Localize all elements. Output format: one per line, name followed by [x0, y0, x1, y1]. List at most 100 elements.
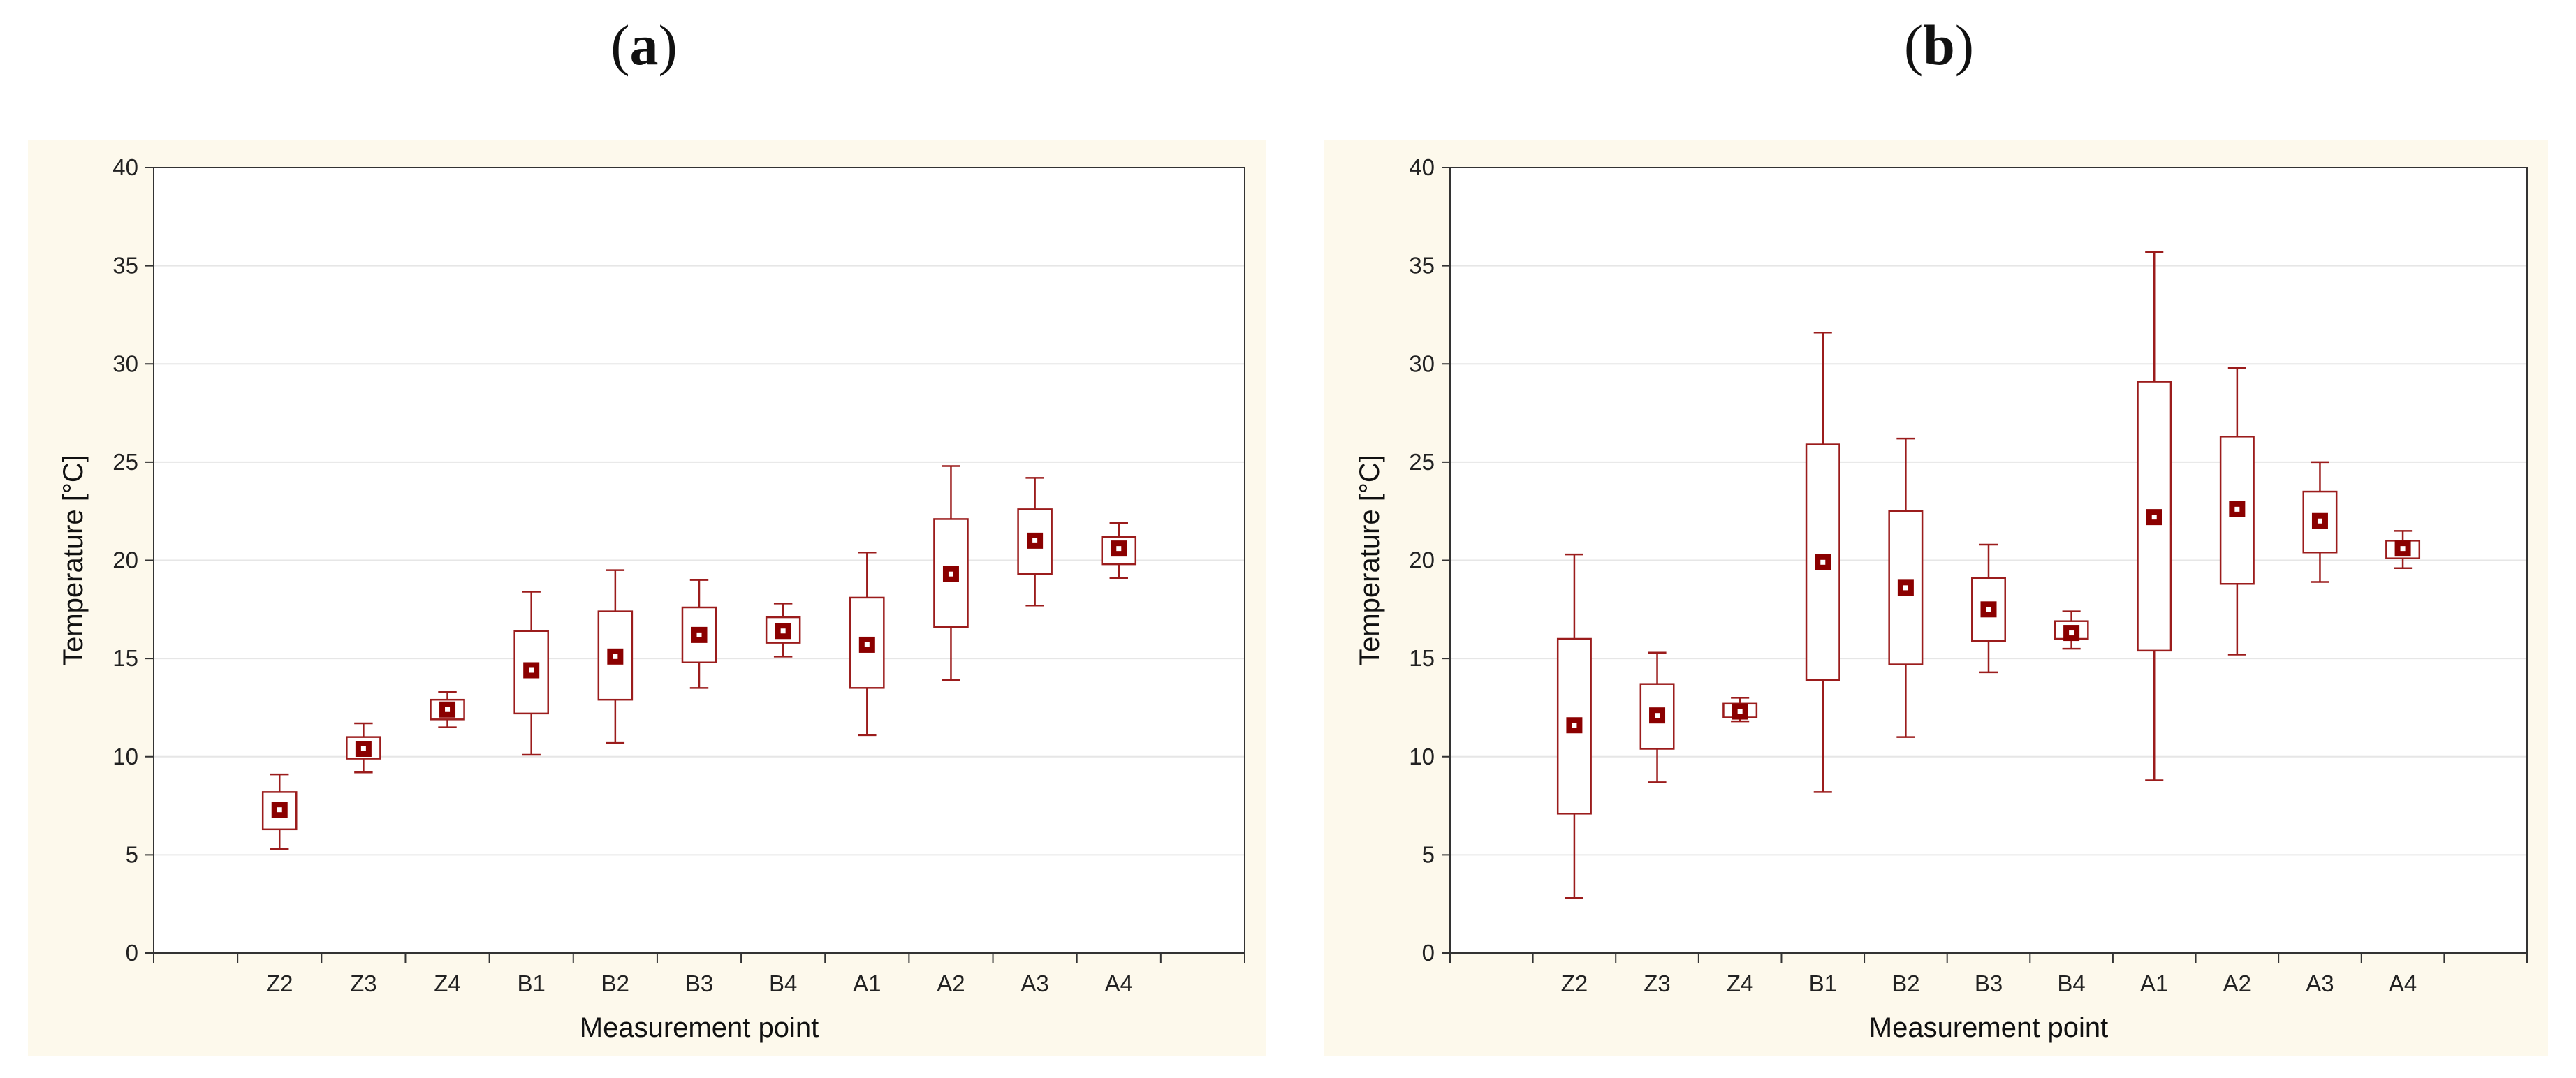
- chart-a-x-tick-label-a1: A1: [853, 970, 881, 996]
- chart-b-box-z3: [1639, 651, 1675, 783]
- chart-a-box-z4: [430, 691, 465, 728]
- median-marker-center: [948, 571, 953, 577]
- chart-a-x-tick-label-z4: Z4: [434, 970, 461, 996]
- chart-a-box-a2: [933, 465, 969, 681]
- chart-b-x-tick-label-b2: B2: [1891, 970, 1919, 996]
- panel-a-open: (: [610, 13, 630, 77]
- median-marker-center: [529, 667, 534, 673]
- chart-b-y-tick-label: 30: [1409, 350, 1435, 376]
- chart-a-y-tick-label: 30: [112, 350, 138, 376]
- chart-b-y-tick-label: 5: [1422, 841, 1435, 867]
- chart-a-y-axis-label: Temperature [°C]: [58, 455, 89, 666]
- chart-a-box-b1: [513, 591, 549, 756]
- chart-a-y-tick-label: 15: [112, 645, 138, 671]
- panel-b-letter: b: [1923, 13, 1955, 77]
- panel-b-open: (: [1903, 13, 1924, 77]
- chart-a-x-tick-label-b3: B3: [685, 970, 713, 996]
- median-marker-center: [1737, 709, 1743, 714]
- chart-a-box-a4: [1101, 522, 1137, 579]
- chart-b-x-axis-label: Measurement point: [1869, 1012, 2108, 1043]
- median-marker-center: [2151, 515, 2157, 520]
- chart-a-x-tick-label-a4: A4: [1105, 970, 1133, 996]
- chart-b-y-tick-label: 20: [1409, 547, 1435, 573]
- median-marker-center: [613, 654, 618, 659]
- iqr-box: [2219, 436, 2255, 585]
- chart-b-box-z2: [1556, 553, 1592, 899]
- chart-a-y-tick-label: 20: [112, 547, 138, 573]
- panel-b-close: ): [1954, 13, 1975, 77]
- chart-a-box-a1: [849, 552, 885, 737]
- panel-a-title: (a): [574, 13, 714, 78]
- chart-a-y-tick-label: 5: [126, 841, 138, 867]
- chart-b-box-b2: [1888, 437, 1924, 738]
- median-marker-center: [277, 807, 282, 813]
- chart-b-x-tick-label-a2: A2: [2223, 970, 2251, 996]
- chart-a-y-tick-label: 10: [112, 744, 138, 769]
- chart-b-y-tick-label: 15: [1409, 645, 1435, 671]
- boxplot-chart-b: 0 5 10 15 20 25 30 35 40 Z2 Z3 Z4 B1 B2 B3 B4 A1 A2 A3 A4 Me…: [1324, 140, 2548, 1056]
- chart-b-y-tick-label: 35: [1409, 253, 1435, 279]
- boxplot-chart-a: 0 5 10 15 20 25 30 35 40 Z2 Z3 Z4 B1 B2 B3 B4 A1 A2 A3 A4 Me…: [28, 140, 1266, 1056]
- median-marker-center: [445, 707, 451, 712]
- chart-a-x-tick-label-a3: A3: [1020, 970, 1048, 996]
- chart-b-box-a4: [2385, 530, 2421, 569]
- chart-b-y-tick-label: 10: [1409, 744, 1435, 769]
- chart-a-x-tick-label-b4: B4: [769, 970, 797, 996]
- chart-a-x-axis-label: Measurement point: [580, 1012, 819, 1043]
- chart-b-x-tick-label-b4: B4: [2057, 970, 2085, 996]
- chart-b-x-tick-label-a4: A4: [2389, 970, 2417, 996]
- chart-b-box-a1: [2137, 251, 2172, 781]
- chart-a-box-a3: [1017, 477, 1053, 607]
- chart-a-x-tick-label-b2: B2: [601, 970, 629, 996]
- chart-a-y-tick-label: 35: [112, 253, 138, 279]
- chart-b-x-tick-label-a1: A1: [2140, 970, 2168, 996]
- chart-b-x-tick-label-z2: Z2: [1561, 970, 1588, 996]
- median-marker-center: [1986, 607, 1991, 612]
- chart-b-x-tick-label-b3: B3: [1975, 970, 2003, 996]
- panel-b-title: (b): [1869, 13, 2009, 78]
- chart-a-y-tick-label: 40: [112, 154, 138, 180]
- median-marker-center: [2069, 630, 2074, 636]
- chart-b-box-b1: [1805, 332, 1840, 793]
- median-marker-center: [1032, 538, 1038, 543]
- chart-a-box-z3: [346, 722, 381, 774]
- median-marker-center: [2400, 546, 2406, 552]
- median-marker-center: [1116, 546, 1122, 552]
- chart-b-x-tick-label-z3: Z3: [1644, 970, 1671, 996]
- chart-b-box-z4: [1722, 697, 1758, 723]
- chart-a-x-tick-label-z2: Z2: [266, 970, 293, 996]
- chart-b-y-tick-label: 0: [1422, 940, 1435, 966]
- median-marker-center: [1572, 723, 1577, 728]
- chart-b-box-b4: [2054, 610, 2089, 650]
- median-marker-center: [780, 628, 786, 634]
- median-marker-center: [864, 642, 870, 647]
- chart-b-x-tick-label-a3: A3: [2306, 970, 2334, 996]
- chart-a-plot-frame: [153, 167, 1245, 954]
- chart-a-x-tick-label-b1: B1: [518, 970, 546, 996]
- median-marker-center: [1820, 559, 1826, 565]
- chart-b-y-tick-label: 25: [1409, 449, 1435, 475]
- chart-a-box-b2: [597, 569, 634, 744]
- chart-b-plot-frame: [1449, 167, 2528, 954]
- median-marker-center: [1655, 713, 1660, 718]
- chart-b-x-tick-label-z4: Z4: [1727, 970, 1754, 996]
- median-marker-center: [360, 746, 366, 751]
- chart-b-x-tick-label-b1: B1: [1809, 970, 1837, 996]
- iqr-box: [597, 610, 634, 701]
- chart-a-x-tick-label-z3: Z3: [350, 970, 377, 996]
- median-marker-center: [2234, 506, 2240, 512]
- chart-a-box-z2: [261, 773, 298, 850]
- chart-a-y-tick-label: 0: [126, 940, 138, 966]
- median-marker-center: [1903, 585, 1908, 591]
- chart-b-box-a3: [2302, 461, 2338, 583]
- panel-a-close: ): [658, 13, 678, 77]
- chart-a-box-b3: [681, 579, 717, 689]
- panel-a-letter: a: [629, 13, 659, 77]
- chart-b-y-tick-label: 40: [1409, 154, 1435, 180]
- chart-a-box-b4: [765, 603, 801, 658]
- chart-b-box-a2: [2219, 367, 2255, 656]
- chart-b-box-b3: [1971, 543, 2006, 674]
- chart-a-y-tick-label: 25: [112, 449, 138, 475]
- chart-b-y-axis-label: Temperature [°C]: [1354, 455, 1385, 666]
- chart-a-x-tick-label-a2: A2: [937, 970, 965, 996]
